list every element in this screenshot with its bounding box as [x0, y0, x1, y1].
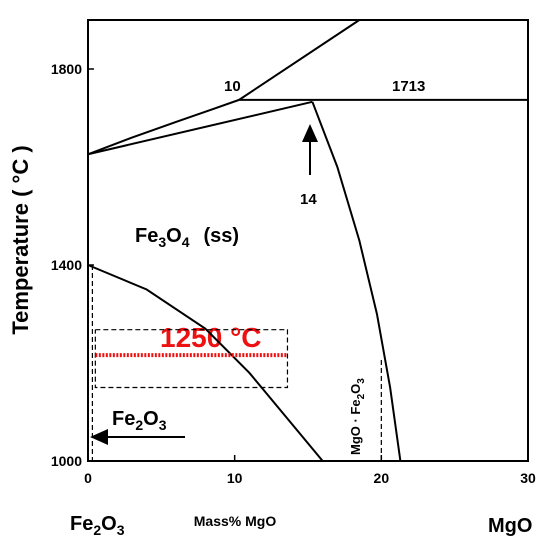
- annotation: 1713: [392, 78, 425, 95]
- x-tick-label: 10: [227, 470, 243, 486]
- right-component: MgO: [488, 515, 532, 537]
- phase-boundary: [87, 100, 313, 156]
- annotation: Fe2O3: [112, 408, 167, 433]
- plot-frame: [87, 19, 529, 462]
- annotation: 14: [300, 191, 317, 208]
- x-tick-label: 0: [84, 470, 92, 486]
- left-component: Fe2O3: [70, 513, 125, 538]
- phase-boundary: [87, 98, 240, 156]
- guide-line: [94, 329, 289, 389]
- annotation: 1250 °C: [160, 322, 262, 353]
- y-tick-label: 1800: [51, 61, 82, 77]
- phase-boundary: [87, 264, 324, 462]
- y-axis-label: Temperature ( °C ): [8, 145, 33, 334]
- annotation: 10: [224, 78, 241, 95]
- annotation: Fe3O4 (ss): [135, 225, 239, 250]
- phase-boundary: [311, 101, 402, 462]
- phase-boundary: [238, 19, 360, 101]
- y-tick-label: 1400: [51, 257, 82, 273]
- y-tick-label: 1000: [51, 453, 82, 469]
- x-axis-label: Mass% MgO: [194, 513, 277, 529]
- annotation: MgO · Fe2O3: [348, 378, 367, 455]
- x-tick-label: 30: [520, 470, 536, 486]
- x-tick-label: 20: [374, 470, 390, 486]
